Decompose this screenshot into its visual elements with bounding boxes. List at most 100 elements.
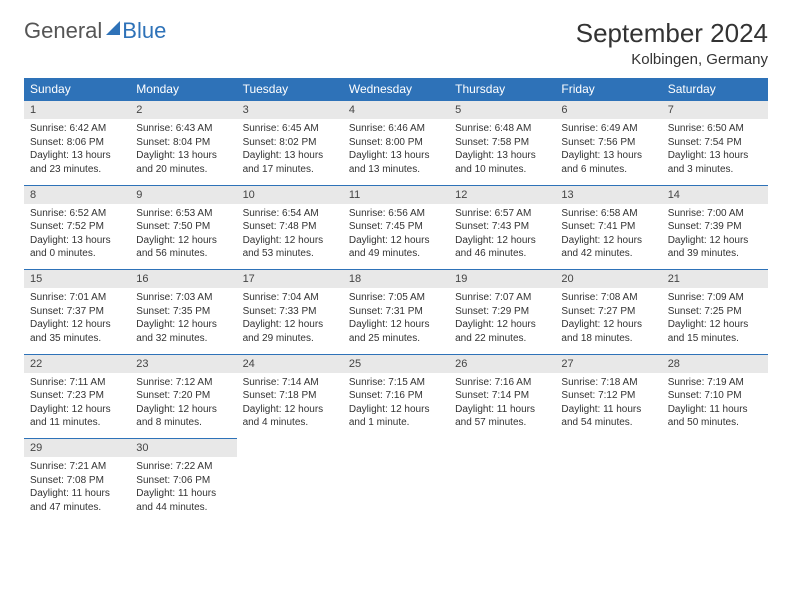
logo-text-blue: Blue	[122, 18, 166, 44]
day-number: 23	[130, 354, 236, 373]
daylight-text2: and 18 minutes.	[561, 332, 655, 346]
sunset-text: Sunset: 7:08 PM	[30, 474, 124, 488]
day-number: 20	[555, 270, 661, 289]
weekday-header: Saturday	[662, 78, 768, 101]
sunset-text: Sunset: 7:27 PM	[561, 305, 655, 319]
day-number: 2	[130, 101, 236, 120]
daylight-text: Daylight: 11 hours	[668, 403, 762, 417]
day-number: 27	[555, 354, 661, 373]
daylight-text2: and 15 minutes.	[668, 332, 762, 346]
sunrise-text: Sunrise: 7:12 AM	[136, 376, 230, 390]
day-cell: Sunrise: 7:22 AMSunset: 7:06 PMDaylight:…	[130, 457, 236, 523]
sunset-text: Sunset: 7:16 PM	[349, 389, 443, 403]
day-cell: Sunrise: 7:04 AMSunset: 7:33 PMDaylight:…	[237, 288, 343, 354]
sunset-text: Sunset: 7:31 PM	[349, 305, 443, 319]
sunrise-text: Sunrise: 7:19 AM	[668, 376, 762, 390]
daylight-text: Daylight: 12 hours	[455, 318, 549, 332]
daylight-text2: and 42 minutes.	[561, 247, 655, 261]
sunrise-text: Sunrise: 6:45 AM	[243, 122, 337, 136]
sunrise-text: Sunrise: 6:52 AM	[30, 207, 124, 221]
sunrise-text: Sunrise: 6:57 AM	[455, 207, 549, 221]
day-number: 26	[449, 354, 555, 373]
day-cell: Sunrise: 6:52 AMSunset: 7:52 PMDaylight:…	[24, 204, 130, 270]
sunrise-text: Sunrise: 6:58 AM	[561, 207, 655, 221]
daylight-text: Daylight: 12 hours	[668, 234, 762, 248]
daylight-text2: and 8 minutes.	[136, 416, 230, 430]
daylight-text: Daylight: 12 hours	[668, 318, 762, 332]
daylight-text2: and 49 minutes.	[349, 247, 443, 261]
day-number: 28	[662, 354, 768, 373]
day-number: 8	[24, 185, 130, 204]
day-number: 12	[449, 185, 555, 204]
sunrise-text: Sunrise: 7:05 AM	[349, 291, 443, 305]
day-cell: Sunrise: 7:01 AMSunset: 7:37 PMDaylight:…	[24, 288, 130, 354]
daylight-text: Daylight: 11 hours	[561, 403, 655, 417]
detail-row: Sunrise: 6:52 AMSunset: 7:52 PMDaylight:…	[24, 204, 768, 270]
day-number-empty	[555, 439, 661, 458]
daylight-text: Daylight: 12 hours	[561, 234, 655, 248]
daylight-text: Daylight: 11 hours	[455, 403, 549, 417]
daylight-text: Daylight: 13 hours	[455, 149, 549, 163]
sunrise-text: Sunrise: 6:53 AM	[136, 207, 230, 221]
day-cell-empty	[449, 457, 555, 523]
daylight-text: Daylight: 13 hours	[668, 149, 762, 163]
daynum-row: 15161718192021	[24, 270, 768, 289]
sunset-text: Sunset: 7:18 PM	[243, 389, 337, 403]
sunrise-text: Sunrise: 7:15 AM	[349, 376, 443, 390]
day-cell-empty	[662, 457, 768, 523]
sunrise-text: Sunrise: 7:11 AM	[30, 376, 124, 390]
sunrise-text: Sunrise: 7:16 AM	[455, 376, 549, 390]
daylight-text2: and 20 minutes.	[136, 163, 230, 177]
daylight-text: Daylight: 12 hours	[136, 318, 230, 332]
daylight-text: Daylight: 13 hours	[349, 149, 443, 163]
day-number-empty	[662, 439, 768, 458]
sunrise-text: Sunrise: 6:43 AM	[136, 122, 230, 136]
sunset-text: Sunset: 7:10 PM	[668, 389, 762, 403]
daylight-text: Daylight: 12 hours	[243, 234, 337, 248]
day-number: 17	[237, 270, 343, 289]
logo-text-general: General	[24, 18, 102, 44]
daylight-text2: and 39 minutes.	[668, 247, 762, 261]
day-number: 5	[449, 101, 555, 120]
daylight-text2: and 57 minutes.	[455, 416, 549, 430]
day-cell: Sunrise: 7:00 AMSunset: 7:39 PMDaylight:…	[662, 204, 768, 270]
day-number-empty	[343, 439, 449, 458]
daynum-row: 2930	[24, 439, 768, 458]
daylight-text: Daylight: 12 hours	[243, 403, 337, 417]
day-number: 1	[24, 101, 130, 120]
sunset-text: Sunset: 7:23 PM	[30, 389, 124, 403]
detail-row: Sunrise: 7:21 AMSunset: 7:08 PMDaylight:…	[24, 457, 768, 523]
sunset-text: Sunset: 7:56 PM	[561, 136, 655, 150]
sunrise-text: Sunrise: 6:56 AM	[349, 207, 443, 221]
weekday-header: Tuesday	[237, 78, 343, 101]
day-cell: Sunrise: 6:58 AMSunset: 7:41 PMDaylight:…	[555, 204, 661, 270]
daylight-text: Daylight: 13 hours	[30, 149, 124, 163]
sunrise-text: Sunrise: 6:46 AM	[349, 122, 443, 136]
daylight-text: Daylight: 11 hours	[30, 487, 124, 501]
sunset-text: Sunset: 7:58 PM	[455, 136, 549, 150]
day-cell: Sunrise: 7:07 AMSunset: 7:29 PMDaylight:…	[449, 288, 555, 354]
sunset-text: Sunset: 7:29 PM	[455, 305, 549, 319]
daylight-text2: and 1 minute.	[349, 416, 443, 430]
day-cell: Sunrise: 6:46 AMSunset: 8:00 PMDaylight:…	[343, 119, 449, 185]
daylight-text2: and 46 minutes.	[455, 247, 549, 261]
weekday-header: Thursday	[449, 78, 555, 101]
sunset-text: Sunset: 8:02 PM	[243, 136, 337, 150]
detail-row: Sunrise: 7:01 AMSunset: 7:37 PMDaylight:…	[24, 288, 768, 354]
day-number: 25	[343, 354, 449, 373]
day-cell: Sunrise: 7:21 AMSunset: 7:08 PMDaylight:…	[24, 457, 130, 523]
daylight-text2: and 54 minutes.	[561, 416, 655, 430]
sunrise-text: Sunrise: 7:22 AM	[136, 460, 230, 474]
day-cell: Sunrise: 7:08 AMSunset: 7:27 PMDaylight:…	[555, 288, 661, 354]
daylight-text: Daylight: 12 hours	[136, 234, 230, 248]
daylight-text: Daylight: 13 hours	[30, 234, 124, 248]
day-number: 22	[24, 354, 130, 373]
daynum-row: 22232425262728	[24, 354, 768, 373]
daylight-text2: and 13 minutes.	[349, 163, 443, 177]
calendar-table: Sunday Monday Tuesday Wednesday Thursday…	[24, 78, 768, 523]
weekday-header: Friday	[555, 78, 661, 101]
day-cell: Sunrise: 7:09 AMSunset: 7:25 PMDaylight:…	[662, 288, 768, 354]
month-title: September 2024	[576, 18, 768, 49]
day-number-empty	[449, 439, 555, 458]
sunrise-text: Sunrise: 6:42 AM	[30, 122, 124, 136]
